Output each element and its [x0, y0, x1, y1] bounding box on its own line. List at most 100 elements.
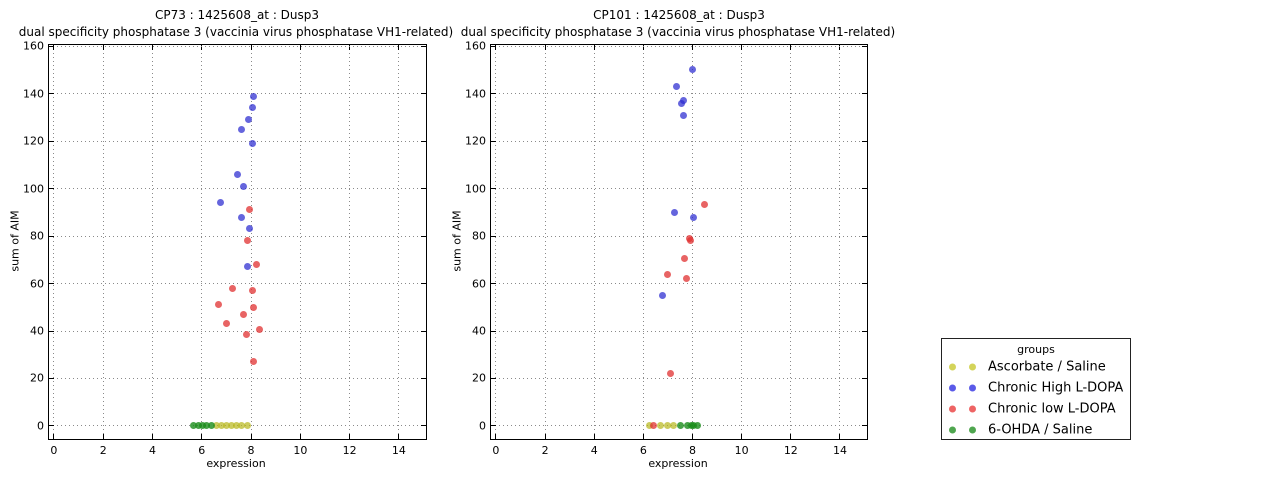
tick-mark-y-left [49, 93, 54, 95]
data-point [207, 422, 215, 430]
y-axis-label: sum of AIM [450, 210, 464, 272]
y-tick-label: 40 [472, 324, 486, 338]
tick-mark-x-top [741, 45, 743, 50]
tick-mark-y-left [491, 188, 496, 190]
x-tick-label: 2 [99, 444, 107, 457]
tick-mark-y-right [862, 283, 867, 285]
tick-mark-y-right [421, 93, 426, 95]
legend-marker-icon [949, 405, 956, 413]
gridline-x [398, 45, 400, 439]
tick-mark-y-right [421, 425, 426, 427]
legend-marker-icon [969, 405, 976, 413]
tick-mark-y-left [491, 283, 496, 285]
y-tick-label: 60 [472, 277, 486, 291]
data-point [215, 301, 223, 309]
tick-mark-x-bottom [741, 434, 743, 439]
y-tick-label: 120 [23, 134, 44, 148]
tick-mark-x-top [495, 45, 497, 50]
data-point [683, 422, 691, 430]
gridline-y [491, 330, 867, 332]
tick-mark-x-bottom [495, 434, 497, 439]
tick-mark-x-top [349, 45, 351, 50]
tick-mark-x-bottom [790, 434, 792, 439]
data-point [669, 422, 677, 430]
data-point [222, 422, 230, 430]
tick-mark-y-left [49, 45, 54, 47]
x-tick-label: 2 [541, 444, 549, 457]
gridline-y [491, 235, 867, 237]
gridline-y [491, 377, 867, 379]
tick-mark-x-top [790, 45, 792, 50]
gridline-x [495, 45, 497, 439]
data-point [229, 284, 237, 292]
data-point [249, 140, 257, 147]
legend-item: Chronic low L-DOPA [942, 402, 1130, 417]
gridline-y [49, 45, 426, 47]
gridline-x [642, 45, 644, 439]
y-tick-label: 160 [465, 39, 486, 53]
tick-mark-y-left [49, 235, 54, 237]
legend-item-label: 6-OHDA / Saline [988, 422, 1093, 438]
tick-mark-y-left [491, 45, 496, 47]
tick-mark-y-right [862, 377, 867, 379]
tick-mark-x-top [151, 45, 153, 50]
data-point [249, 358, 257, 366]
tick-mark-y-left [491, 377, 496, 379]
y-tick-label: 160 [23, 39, 44, 53]
gridline-x [349, 45, 351, 439]
data-point [687, 237, 695, 245]
gridline-y [491, 140, 867, 142]
tick-mark-y-left [491, 140, 496, 142]
x-tick-label: 8 [247, 444, 255, 457]
data-point [244, 237, 252, 245]
gridline-x [53, 45, 55, 439]
y-tick-label: 140 [465, 87, 486, 101]
gridline-x [790, 45, 792, 439]
gridline-y [49, 93, 426, 95]
y-axis-label: sum of AIM [8, 210, 22, 272]
y-tick-label: 20 [30, 371, 44, 385]
tick-mark-y-right [862, 330, 867, 332]
gridline-y [491, 45, 867, 47]
x-axis-label: expression [206, 457, 266, 470]
tick-mark-y-right [862, 45, 867, 47]
y-tick-label: 20 [472, 371, 486, 385]
y-tick-label: 140 [23, 87, 44, 101]
tick-mark-y-left [49, 330, 54, 332]
data-point [190, 422, 198, 430]
gridline-x [544, 45, 546, 439]
data-point [237, 213, 245, 221]
x-axis-label: expression [648, 457, 708, 470]
y-tick-label: 60 [30, 277, 44, 291]
data-point [242, 331, 250, 339]
gridline-y [491, 188, 867, 190]
data-point [671, 208, 679, 216]
gridline-y [49, 140, 426, 142]
tick-mark-x-top [398, 45, 400, 50]
y-tick-label: 80 [472, 229, 486, 243]
data-point [679, 111, 687, 119]
data-point [217, 422, 225, 430]
x-tick-label: 6 [639, 444, 647, 457]
data-point [645, 422, 653, 430]
data-point [240, 310, 248, 318]
data-point [659, 291, 667, 299]
tick-mark-y-left [491, 93, 496, 95]
tick-mark-x-bottom [642, 434, 644, 439]
x-tick-label: 10 [293, 444, 308, 457]
data-point [673, 83, 681, 91]
tick-mark-y-right [862, 425, 867, 427]
data-point [253, 261, 261, 269]
tick-mark-x-bottom [544, 434, 546, 439]
gridline-x [102, 45, 104, 439]
data-point [249, 303, 257, 311]
tick-mark-x-bottom [151, 434, 153, 439]
tick-mark-y-left [491, 425, 496, 427]
gridline-y [491, 93, 867, 95]
gridline-x [741, 45, 743, 439]
tick-mark-x-top [102, 45, 104, 50]
data-point [244, 116, 252, 124]
data-point [678, 99, 686, 107]
gridline-x [250, 45, 252, 439]
data-point [693, 422, 701, 430]
